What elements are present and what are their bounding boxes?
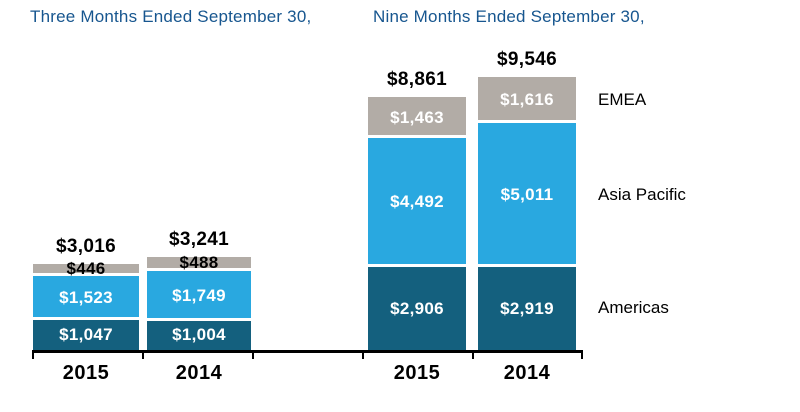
segment-value-label: $488	[179, 253, 219, 273]
bar-total-label: $9,546	[497, 48, 557, 70]
legend-label-asia-pacific: Asia Pacific	[598, 184, 686, 204]
segment-value-label: $5,011	[500, 185, 554, 205]
bar-segment-emea	[147, 257, 251, 272]
bar-segment-americas	[478, 266, 576, 350]
bar-segment-emea	[368, 96, 466, 139]
x-axis-year-label: 2014	[175, 362, 223, 384]
x-axis-year-label: 2015	[393, 362, 441, 384]
segment-value-label: $446	[66, 259, 106, 279]
segment-value-label: $2,906	[390, 298, 444, 318]
bar-segment-americas	[147, 321, 251, 350]
bar-segment-americas	[33, 320, 139, 350]
x-axis-tick	[142, 350, 144, 359]
segment-value-label: $1,616	[500, 89, 554, 109]
bar-segment-asia-pacific	[478, 123, 576, 267]
group-title-nine-months: Nine Months Ended September 30,	[373, 7, 645, 26]
segment-value-label: $1,749	[172, 286, 226, 306]
segment-value-label: $1,463	[390, 107, 444, 127]
bar-total-label: $3,241	[169, 229, 229, 251]
x-axis-tick	[581, 350, 583, 359]
segment-value-label: $1,004	[172, 325, 226, 345]
legend-label-americas: Americas	[598, 298, 669, 318]
x-axis-year-label: 2014	[503, 362, 551, 384]
bar-segment-asia-pacific	[147, 271, 251, 322]
bar-total-label: $3,016	[56, 235, 116, 257]
segment-value-label: $1,047	[59, 325, 113, 345]
segment-value-label: $1,523	[59, 288, 113, 308]
x-axis-line	[32, 350, 583, 353]
bar-segment-asia-pacific	[368, 138, 466, 267]
bar-segment-asia-pacific	[33, 276, 139, 321]
bar-segment-emea	[478, 76, 576, 124]
x-axis-tick	[32, 350, 34, 359]
group-title-three-months: Three Months Ended September 30,	[30, 7, 312, 26]
x-axis-tick	[362, 350, 364, 359]
x-axis-tick	[472, 350, 474, 359]
segment-value-label: $4,492	[390, 192, 444, 212]
bar-segment-emea	[33, 263, 139, 277]
bar-total-label: $8,861	[387, 68, 447, 90]
segment-value-label: $2,919	[500, 298, 554, 318]
bar-segment-americas	[368, 266, 466, 350]
x-axis-year-label: 2015	[62, 362, 110, 384]
legend-label-emea: EMEA	[598, 90, 647, 110]
x-axis-tick	[252, 350, 254, 359]
